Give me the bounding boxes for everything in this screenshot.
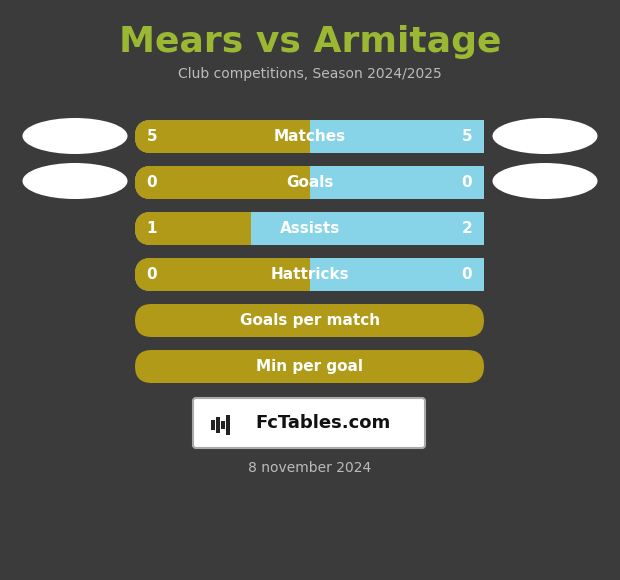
Text: Hattricks: Hattricks — [271, 267, 349, 282]
Bar — [309, 258, 326, 291]
Text: Goals: Goals — [286, 175, 334, 190]
Text: 0: 0 — [462, 175, 472, 190]
FancyBboxPatch shape — [193, 398, 425, 448]
Text: 0: 0 — [147, 175, 157, 190]
Text: 5: 5 — [462, 129, 472, 144]
FancyBboxPatch shape — [135, 258, 484, 291]
Bar — [293, 166, 309, 199]
Text: Assists: Assists — [280, 221, 340, 236]
Bar — [216, 417, 220, 433]
FancyBboxPatch shape — [135, 304, 484, 337]
FancyBboxPatch shape — [293, 166, 484, 199]
FancyBboxPatch shape — [135, 166, 484, 199]
FancyBboxPatch shape — [135, 212, 268, 245]
Text: Matches: Matches — [274, 129, 346, 144]
Text: 8 november 2024: 8 november 2024 — [249, 461, 371, 475]
FancyBboxPatch shape — [135, 120, 484, 153]
Text: Mears vs Armitage: Mears vs Armitage — [119, 25, 501, 59]
Text: 2: 2 — [462, 221, 472, 236]
FancyBboxPatch shape — [135, 166, 484, 199]
Bar — [226, 415, 230, 435]
FancyBboxPatch shape — [135, 258, 326, 291]
FancyBboxPatch shape — [293, 120, 484, 153]
Text: Goals per match: Goals per match — [240, 313, 380, 328]
Bar — [235, 212, 251, 245]
Ellipse shape — [22, 118, 128, 154]
Ellipse shape — [22, 163, 128, 199]
FancyBboxPatch shape — [235, 212, 484, 245]
Ellipse shape — [492, 163, 598, 199]
FancyBboxPatch shape — [135, 350, 484, 383]
Text: 0: 0 — [462, 267, 472, 282]
Text: Club competitions, Season 2024/2025: Club competitions, Season 2024/2025 — [178, 67, 442, 81]
FancyBboxPatch shape — [135, 212, 484, 245]
FancyBboxPatch shape — [135, 166, 326, 199]
Bar — [309, 120, 484, 153]
Bar — [309, 166, 484, 199]
FancyBboxPatch shape — [135, 120, 484, 153]
FancyBboxPatch shape — [135, 212, 484, 245]
Bar — [293, 258, 309, 291]
Bar — [309, 120, 326, 153]
Ellipse shape — [492, 118, 598, 154]
Bar — [251, 212, 268, 245]
Bar — [251, 212, 484, 245]
Text: 5: 5 — [147, 129, 157, 144]
Bar — [309, 166, 326, 199]
Bar — [293, 120, 309, 153]
Text: 1: 1 — [147, 221, 157, 236]
Bar — [221, 421, 225, 429]
Text: 0: 0 — [147, 267, 157, 282]
FancyBboxPatch shape — [293, 258, 484, 291]
Bar — [211, 420, 215, 430]
Text: Min per goal: Min per goal — [257, 359, 363, 374]
Bar — [309, 258, 484, 291]
Text: FcTables.com: FcTables.com — [255, 414, 391, 432]
FancyBboxPatch shape — [135, 258, 484, 291]
FancyBboxPatch shape — [135, 120, 326, 153]
